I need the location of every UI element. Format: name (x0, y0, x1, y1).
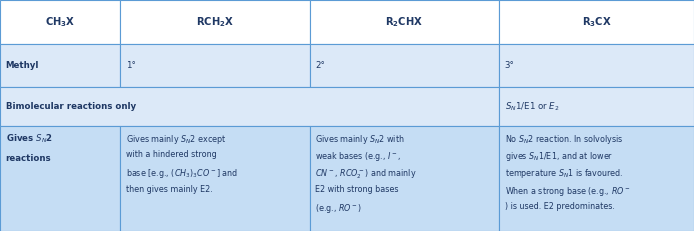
Text: $\mathbf{R_2CHX}$: $\mathbf{R_2CHX}$ (385, 15, 423, 29)
Bar (499, 44, 694, 87)
Text: Methyl: Methyl (6, 61, 39, 70)
Text: 3°: 3° (505, 61, 514, 70)
Text: then gives mainly E2.: then gives mainly E2. (126, 185, 212, 194)
Text: $\mathbf{RCH_2X}$: $\mathbf{RCH_2X}$ (196, 15, 234, 29)
Bar (310, 0, 499, 44)
Text: 2°: 2° (315, 61, 325, 70)
Text: Gives mainly $S_N$2 with: Gives mainly $S_N$2 with (315, 133, 405, 146)
Text: (e.g., $RO^-$): (e.g., $RO^-$) (315, 202, 362, 215)
Bar (0, 87, 499, 126)
Bar (499, 0, 694, 44)
Text: No $S_N$2 reaction. In solvolysis: No $S_N$2 reaction. In solvolysis (505, 133, 623, 146)
Text: temperature $S_N$1 is favoured.: temperature $S_N$1 is favoured. (505, 167, 623, 180)
Bar (0, 44, 120, 87)
Text: $\mathbf{R_3CX}$: $\mathbf{R_3CX}$ (582, 15, 611, 29)
Bar (0, 126, 120, 231)
Text: $CN^-$, $RCO_2^-$) and mainly: $CN^-$, $RCO_2^-$) and mainly (315, 167, 417, 181)
Text: Gives mainly $S_N$2 except: Gives mainly $S_N$2 except (126, 133, 226, 146)
Text: Gives $S_N$2
reactions: Gives $S_N$2 reactions (6, 133, 53, 163)
Bar (120, 44, 310, 87)
Text: Bimolecular reactions only: Bimolecular reactions only (6, 102, 135, 111)
Text: E2 with strong bases: E2 with strong bases (315, 185, 398, 194)
Bar (310, 44, 499, 87)
Text: $\mathbf{CH_3X}$: $\mathbf{CH_3X}$ (45, 15, 75, 29)
Bar (310, 126, 499, 231)
Bar (499, 126, 694, 231)
Bar (120, 126, 310, 231)
Text: ) is used. E2 predominates.: ) is used. E2 predominates. (505, 202, 614, 211)
Text: weak bases (e.g., $I^-$,: weak bases (e.g., $I^-$, (315, 150, 402, 163)
Bar (0, 0, 120, 44)
Text: $S_N$1/E1 or $E_2$: $S_N$1/E1 or $E_2$ (505, 100, 559, 112)
Text: base [e.g., $(CH_3)_3CO^-$] and: base [e.g., $(CH_3)_3CO^-$] and (126, 167, 238, 180)
Bar (120, 0, 310, 44)
Text: When a strong base (e.g., $RO^-$: When a strong base (e.g., $RO^-$ (505, 185, 630, 198)
Text: 1°: 1° (126, 61, 135, 70)
Text: gives $S_N$1/E1, and at lower: gives $S_N$1/E1, and at lower (505, 150, 613, 163)
Bar (499, 87, 694, 126)
Text: with a hindered strong: with a hindered strong (126, 150, 217, 159)
